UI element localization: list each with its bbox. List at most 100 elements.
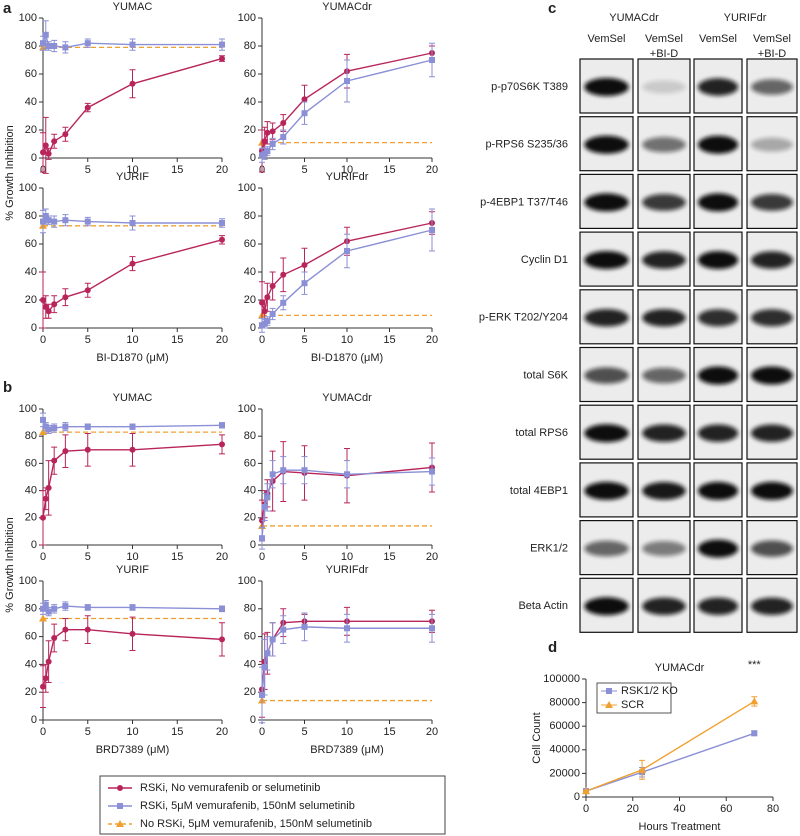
blot-band	[697, 424, 739, 442]
x-tick-label: 60	[720, 803, 732, 815]
marker	[429, 57, 435, 63]
marker	[62, 423, 69, 430]
blot-band	[584, 540, 629, 557]
blot-band	[584, 367, 629, 384]
blot-band	[642, 194, 686, 211]
y-tick-label: 100	[238, 575, 256, 587]
x-tick-label: 5	[301, 726, 307, 738]
legend-label: No RSKi, 5μM vemurafenib, 150nM selumeti…	[140, 818, 372, 830]
marker	[301, 467, 308, 474]
condition-label: +BI-D	[758, 48, 786, 60]
marker	[259, 299, 265, 306]
blot-band	[584, 597, 629, 616]
blot-band	[642, 424, 686, 442]
series-line	[585, 700, 755, 792]
marker	[219, 41, 225, 48]
row-label: p-p70S6K T389	[491, 81, 568, 93]
blot-band	[697, 193, 739, 212]
marker	[129, 260, 136, 267]
x-tick-label: 15	[383, 551, 395, 563]
marker	[264, 494, 271, 501]
blot-band	[751, 309, 793, 327]
marker	[750, 697, 759, 705]
panel-label: c	[548, 0, 556, 17]
chart-title: YUMACdr	[322, 1, 372, 13]
x-tick-label: 0	[259, 726, 265, 738]
marker	[84, 626, 91, 633]
marker	[45, 484, 52, 491]
chart-title: YURIF	[116, 564, 149, 576]
marker	[40, 218, 46, 225]
row-label: p-ERK T202/Y204	[479, 312, 568, 324]
marker	[264, 294, 271, 301]
marker	[42, 142, 49, 149]
marker	[280, 134, 287, 140]
y-tick-label: 100	[19, 575, 37, 587]
y-tick-label: 20000	[549, 767, 580, 779]
blot-band	[642, 80, 686, 94]
y-tick-label: 0	[574, 791, 580, 803]
marker	[638, 765, 647, 773]
blot-band	[697, 135, 739, 154]
marker	[51, 605, 58, 612]
blot-band	[697, 309, 739, 327]
blot-band	[751, 366, 793, 385]
marker	[84, 287, 91, 294]
marker	[62, 131, 69, 138]
condition-label: VemSel	[699, 33, 737, 45]
blot-band	[697, 539, 739, 558]
marker	[45, 217, 52, 224]
blot-band	[751, 481, 793, 500]
y-tick-label: 60000	[549, 720, 580, 732]
marker	[51, 301, 58, 308]
x-tick-label: 10	[126, 551, 138, 563]
marker	[62, 626, 69, 633]
x-tick-label: 10	[341, 726, 353, 738]
x-tick-label: 80	[767, 803, 779, 815]
row-label: ERK1/2	[530, 543, 568, 555]
y-tick-label: 60	[244, 238, 256, 250]
blot-band	[584, 481, 629, 500]
marker	[582, 787, 590, 795]
y-tick-label: 0	[250, 714, 256, 726]
marker	[62, 44, 69, 51]
x-tick-label: 5	[85, 334, 91, 346]
y-tick-label: 80	[25, 40, 37, 52]
marker	[280, 299, 287, 306]
x-tick-label: 20	[627, 803, 639, 815]
marker	[301, 262, 308, 268]
row-label: Beta Actin	[518, 600, 568, 612]
x-tick-label: 5	[301, 551, 307, 563]
marker	[261, 664, 268, 671]
chart-title: YURIFdr	[326, 564, 369, 576]
marker	[40, 297, 46, 303]
blot-band	[751, 597, 793, 615]
marker	[62, 217, 69, 224]
x-axis-label: BI-D1870 (μM)	[96, 352, 168, 364]
panel-label: b	[3, 379, 12, 396]
marker	[40, 683, 46, 690]
marker	[301, 280, 308, 287]
annotation: ***	[748, 659, 762, 671]
marker	[45, 658, 52, 665]
x-tick-label: 10	[126, 334, 138, 346]
marker	[269, 311, 276, 317]
row-label: total S6K	[523, 369, 568, 381]
condition-label: +BI-D	[650, 48, 678, 60]
y-tick-label: 0	[250, 152, 256, 164]
marker	[269, 471, 276, 478]
marker	[45, 43, 52, 49]
marker	[264, 129, 271, 136]
marker	[259, 535, 265, 542]
marker	[117, 803, 123, 809]
marker	[219, 441, 225, 448]
marker	[51, 138, 58, 145]
y-tick-label: 20	[244, 124, 256, 136]
marker	[129, 423, 136, 430]
x-tick-label: 40	[673, 803, 685, 815]
y-tick-label: 40000	[549, 744, 580, 756]
x-tick-label: 15	[171, 164, 183, 176]
y-tick-label: 20	[25, 124, 37, 136]
marker	[301, 110, 308, 117]
x-tick-label: 15	[171, 726, 183, 738]
